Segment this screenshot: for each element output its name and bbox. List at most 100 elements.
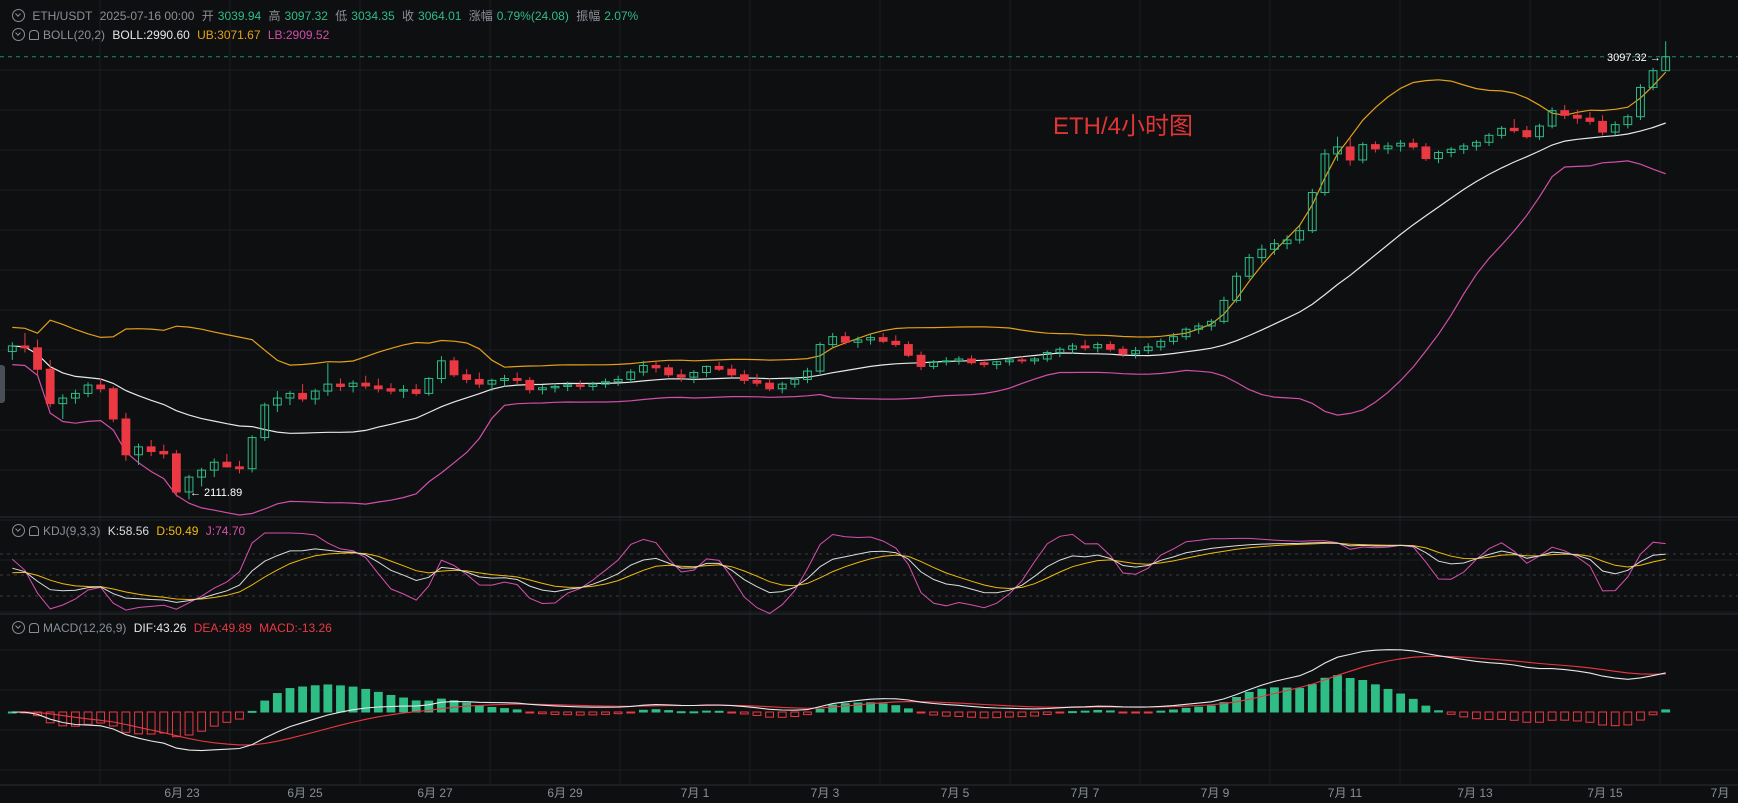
candle-body bbox=[1055, 348, 1065, 353]
bell-icon[interactable] bbox=[29, 623, 39, 633]
candle-body bbox=[1459, 145, 1469, 150]
candle-body bbox=[184, 476, 194, 493]
candle-body bbox=[1547, 110, 1557, 127]
candle-body bbox=[1181, 328, 1191, 338]
candle-body bbox=[992, 361, 1002, 366]
candle-body bbox=[1560, 110, 1570, 116]
macd-legend: MACD(12,26,9) DIF:43.26 DEA:49.89 MACD:-… bbox=[12, 620, 336, 636]
macd-histogram-bar bbox=[941, 711, 951, 717]
candle-body bbox=[1421, 146, 1431, 160]
macd-histogram-bar bbox=[651, 709, 661, 713]
x-axis-tick-label: 7月 15 bbox=[1587, 786, 1623, 800]
collapse-chevron-icon[interactable] bbox=[12, 621, 25, 634]
macd-histogram-bar bbox=[664, 710, 674, 713]
macd-histogram-bar bbox=[373, 691, 383, 713]
macd-histogram-bar bbox=[1282, 687, 1292, 713]
macd-histogram-bar bbox=[1105, 710, 1115, 713]
macd-histogram-bar bbox=[979, 711, 989, 719]
macd-histogram-bar bbox=[272, 693, 282, 713]
candle-body bbox=[1522, 130, 1532, 138]
macd-histogram-bar bbox=[1320, 677, 1330, 713]
macd-histogram-bar bbox=[386, 694, 396, 713]
candle-body bbox=[20, 345, 30, 349]
candle-body bbox=[1636, 86, 1645, 118]
collapse-chevron-icon[interactable] bbox=[12, 524, 25, 537]
candle-body bbox=[638, 365, 648, 373]
bell-icon[interactable] bbox=[29, 30, 39, 40]
collapse-chevron-icon[interactable] bbox=[12, 28, 25, 41]
candle-body bbox=[512, 378, 522, 381]
macd-histogram-bar bbox=[575, 711, 585, 716]
macd-histogram-bar bbox=[1560, 711, 1570, 721]
candle-body bbox=[462, 374, 472, 380]
macd-histogram-bar bbox=[1636, 711, 1645, 721]
boll-lb-value: LB:2909.52 bbox=[267, 28, 330, 42]
candle-body bbox=[1219, 299, 1229, 322]
macd-histogram-bar bbox=[323, 684, 333, 713]
candle-body bbox=[108, 388, 118, 420]
change-label: 涨幅 bbox=[468, 9, 493, 23]
macd-histogram-bar bbox=[1661, 709, 1671, 713]
candle-body bbox=[1156, 340, 1166, 348]
macd-histogram-bar bbox=[500, 708, 509, 713]
macd-histogram-bar bbox=[209, 711, 219, 727]
macd-histogram-bar bbox=[1522, 711, 1532, 723]
macd-histogram-bar bbox=[361, 688, 371, 713]
macd-histogram-bar bbox=[727, 711, 737, 714]
macd-histogram-value: MACD:-13.26 bbox=[259, 621, 332, 635]
candle-body bbox=[373, 385, 383, 390]
macd-histogram-bar bbox=[840, 703, 850, 713]
candle-body bbox=[1509, 127, 1519, 132]
candle-body bbox=[613, 378, 623, 383]
x-axis-tick-label: 7月 13 bbox=[1457, 786, 1493, 800]
macd-histogram-bar bbox=[1307, 684, 1317, 713]
kdj-j-line bbox=[11, 532, 1666, 615]
side-panel-handle[interactable] bbox=[0, 365, 5, 403]
candle-body bbox=[1143, 346, 1153, 352]
candle-body bbox=[1232, 275, 1241, 301]
macd-histogram-bar bbox=[1042, 711, 1052, 715]
macd-histogram-bar bbox=[121, 711, 131, 733]
collapse-chevron-icon[interactable] bbox=[12, 9, 25, 22]
macd-histogram-bar bbox=[1484, 711, 1494, 720]
kdj-d-line bbox=[12, 542, 1666, 601]
x-axis-tick-label: 7月 5 bbox=[941, 786, 970, 800]
macd-histogram-bar bbox=[601, 711, 610, 715]
boll-lower-band bbox=[12, 160, 1666, 516]
low-price-label: ← 2111.89 bbox=[190, 487, 243, 499]
macd-histogram-bar bbox=[449, 700, 459, 713]
candle-body bbox=[537, 387, 547, 391]
x-axis-tick-label: 7月 7 bbox=[1071, 786, 1100, 800]
macd-histogram-bar bbox=[777, 711, 787, 718]
high-price-label: 3097.32 → bbox=[1607, 52, 1661, 64]
macd-histogram-bar bbox=[1080, 710, 1090, 713]
bell-icon[interactable] bbox=[29, 526, 39, 536]
amplitude-label: 振幅 bbox=[576, 9, 601, 23]
macd-histogram-bar bbox=[563, 711, 573, 716]
x-axis-tick-label: 7月 11 bbox=[1328, 786, 1363, 800]
x-axis-tick-label: 6月 27 bbox=[417, 786, 453, 800]
macd-histogram-bar bbox=[1623, 711, 1633, 726]
macd-histogram-bar bbox=[1055, 711, 1065, 714]
macd-histogram-bar bbox=[222, 711, 232, 723]
macd-histogram-bar bbox=[1509, 711, 1519, 721]
macd-histogram-bar bbox=[1169, 709, 1178, 713]
candle-body bbox=[1535, 125, 1544, 138]
candle-body bbox=[626, 371, 636, 380]
candle-body bbox=[941, 360, 951, 363]
macd-histogram-bar bbox=[1370, 684, 1380, 713]
candle-body bbox=[1257, 248, 1267, 259]
change-value: 0.79%(24.08) bbox=[496, 9, 569, 23]
candle-body bbox=[689, 371, 699, 378]
macd-histogram-bar bbox=[1131, 711, 1141, 714]
macd-dea-value: DEA:49.89 bbox=[193, 621, 252, 635]
candle-body bbox=[676, 374, 686, 378]
candle-body bbox=[1572, 114, 1582, 119]
macd-histogram-bar bbox=[1156, 710, 1166, 713]
candle-body bbox=[1295, 230, 1305, 241]
macd-histogram-bar bbox=[929, 711, 939, 716]
x-axis-tick-label: 6月 25 bbox=[287, 786, 323, 800]
macd-histogram-bar bbox=[184, 711, 194, 736]
macd-histogram-bar bbox=[1030, 711, 1040, 717]
